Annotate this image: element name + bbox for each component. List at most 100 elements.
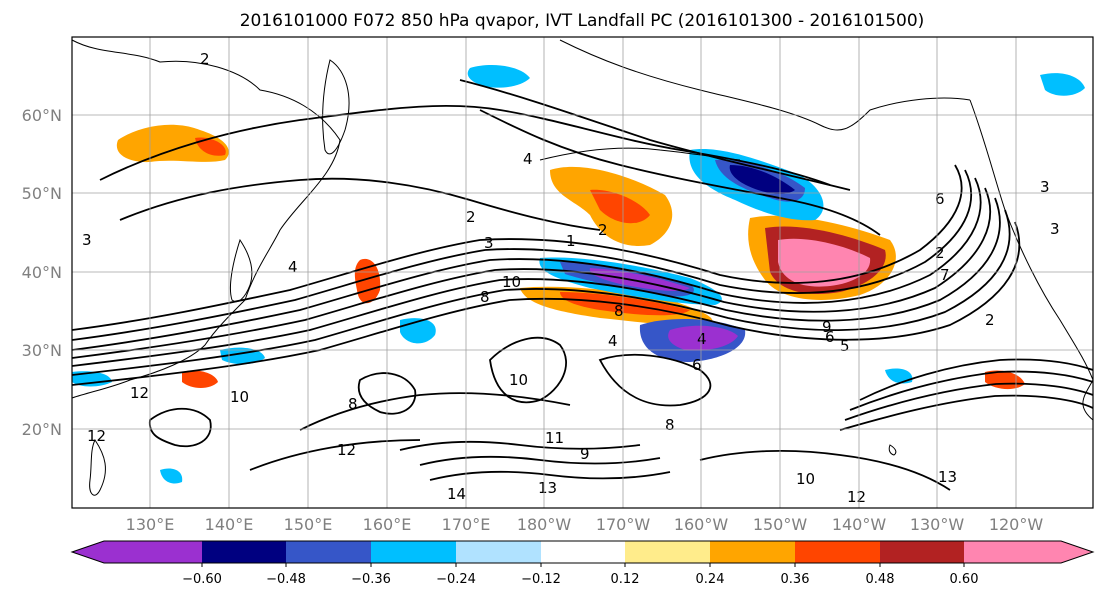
lon-label: 130°W <box>910 515 965 534</box>
colorbar-bin <box>795 541 880 563</box>
contour-label: 10 <box>796 470 815 488</box>
colorbar-tick-label: 0.24 <box>696 572 725 587</box>
lon-label: 150°W <box>753 515 808 534</box>
lon-label: 160°W <box>674 515 729 534</box>
coast-alaska <box>559 39 971 131</box>
colorbar-tick-label: −0.12 <box>521 572 561 587</box>
coast-asia <box>72 39 341 399</box>
contour-label: 4 <box>608 332 618 350</box>
lon-label: 140°W <box>832 515 887 534</box>
colorbar-tick-label: 0.60 <box>950 572 979 587</box>
contour-label: 3 <box>1040 178 1050 196</box>
contour-layer <box>72 79 1093 491</box>
contour-label: 2 <box>935 244 945 262</box>
contour-label: 12 <box>337 441 356 459</box>
colorbar-tick-label: 0.36 <box>781 572 810 587</box>
coast-kamchatka <box>322 59 350 155</box>
contour-label: 3 <box>82 231 92 249</box>
contour-line <box>72 209 1011 376</box>
contour-label: 12 <box>847 488 866 506</box>
contour-line <box>72 169 973 341</box>
contour-label: 13 <box>538 479 557 497</box>
shade-negative-north <box>467 65 530 88</box>
colorbar-bin <box>710 541 795 563</box>
contour-line <box>148 407 212 448</box>
map-title: 2016101000 F072 850 hPa qvapor, IVT Land… <box>240 11 925 31</box>
shade-positive-nw-pacific-core <box>195 137 226 156</box>
lat-labels: 60°N 50°N 40°N 30°N 20°N <box>22 106 62 439</box>
colorbar-tick-label: −0.36 <box>351 572 391 587</box>
contour-label: 4 <box>288 258 298 276</box>
contour-line <box>598 353 712 407</box>
contour-labels: 2 4 2 3 2 1 3 4 10 8 12 14 13 12 10 8 6 … <box>82 50 1060 506</box>
shade-positive-nw-pacific <box>116 124 229 163</box>
contour-line <box>459 79 851 191</box>
contour-line <box>72 164 963 331</box>
lon-label: 130°E <box>126 515 175 534</box>
contour-line <box>699 449 951 491</box>
contour-label: 3 <box>1050 220 1060 238</box>
contour-line <box>489 336 567 404</box>
colorbar-tick-label: −0.24 <box>436 572 476 587</box>
lon-label: 160°E <box>363 515 412 534</box>
lat-label-50n: 50°N <box>22 184 62 203</box>
contour-label: 1 <box>566 232 576 250</box>
contour-label: 8 <box>614 302 624 320</box>
lat-label-30n: 30°N <box>22 341 62 360</box>
contour-line <box>72 177 982 351</box>
shade-negative-jet-deep <box>589 268 690 291</box>
lat-label-40n: 40°N <box>22 263 62 282</box>
contour-label: 4 <box>523 150 533 168</box>
contour-label: 6 <box>692 356 702 374</box>
contour-label: 8 <box>665 416 675 434</box>
contour-label: 6 <box>935 190 945 208</box>
colorbar-bin <box>72 541 202 563</box>
shade-negative-west-trop <box>72 371 112 387</box>
shade-positive-west-trop <box>182 370 218 388</box>
colorbar-bin <box>202 541 286 563</box>
lon-label: 170°E <box>442 515 491 534</box>
contour-line <box>429 470 671 481</box>
contour-label: 6 <box>825 328 835 346</box>
lon-labels: 130°E 140°E 150°E 160°E 170°E 180°W 170°… <box>126 515 1044 534</box>
shade-negative-bering-deep <box>729 165 795 194</box>
contour-line <box>399 440 641 451</box>
shade-negative-hawaii <box>885 368 913 384</box>
contour-label: 2 <box>466 208 476 226</box>
contour-line <box>249 439 421 471</box>
lat-label-20n: 20°N <box>22 420 62 439</box>
contour-label: 8 <box>348 395 358 413</box>
coast-hawaii <box>888 444 897 456</box>
shade-positive-gulf-core <box>590 189 650 224</box>
coast-philippines <box>89 439 106 496</box>
contour-label: 5 <box>840 337 850 355</box>
colorbar-bin <box>456 541 541 563</box>
contour-label: 11 <box>545 429 564 447</box>
lon-label: 150°E <box>284 515 333 534</box>
contour-label: 4 <box>697 330 707 348</box>
contour-label: 10 <box>509 371 528 389</box>
contour-label: 13 <box>938 468 957 486</box>
contour-line <box>119 177 601 231</box>
contour-line <box>479 109 881 236</box>
contour-label: 3 <box>484 234 494 252</box>
contour-line <box>299 392 571 431</box>
contour-line <box>859 358 1093 401</box>
shade-negative-subtropic-core <box>668 325 738 351</box>
shade-negative-sw <box>160 468 183 484</box>
colorbar-tick-label: 0.48 <box>866 572 895 587</box>
lon-label: 170°W <box>596 515 651 534</box>
contour-label: 2 <box>598 221 608 239</box>
colorbar-tick-label: −0.48 <box>266 572 306 587</box>
lat-label-60n: 60°N <box>22 106 62 125</box>
contour-label: 9 <box>580 445 590 463</box>
colorbar-tick-label: −0.60 <box>182 572 222 587</box>
contour-line <box>72 221 1021 386</box>
colorbar-bin <box>964 541 1093 563</box>
coast-japan <box>229 238 253 303</box>
contour-label: 12 <box>130 384 149 402</box>
colorbar-outline <box>70 540 1095 564</box>
contour-label: 8 <box>480 288 490 306</box>
contour-line <box>357 372 417 415</box>
